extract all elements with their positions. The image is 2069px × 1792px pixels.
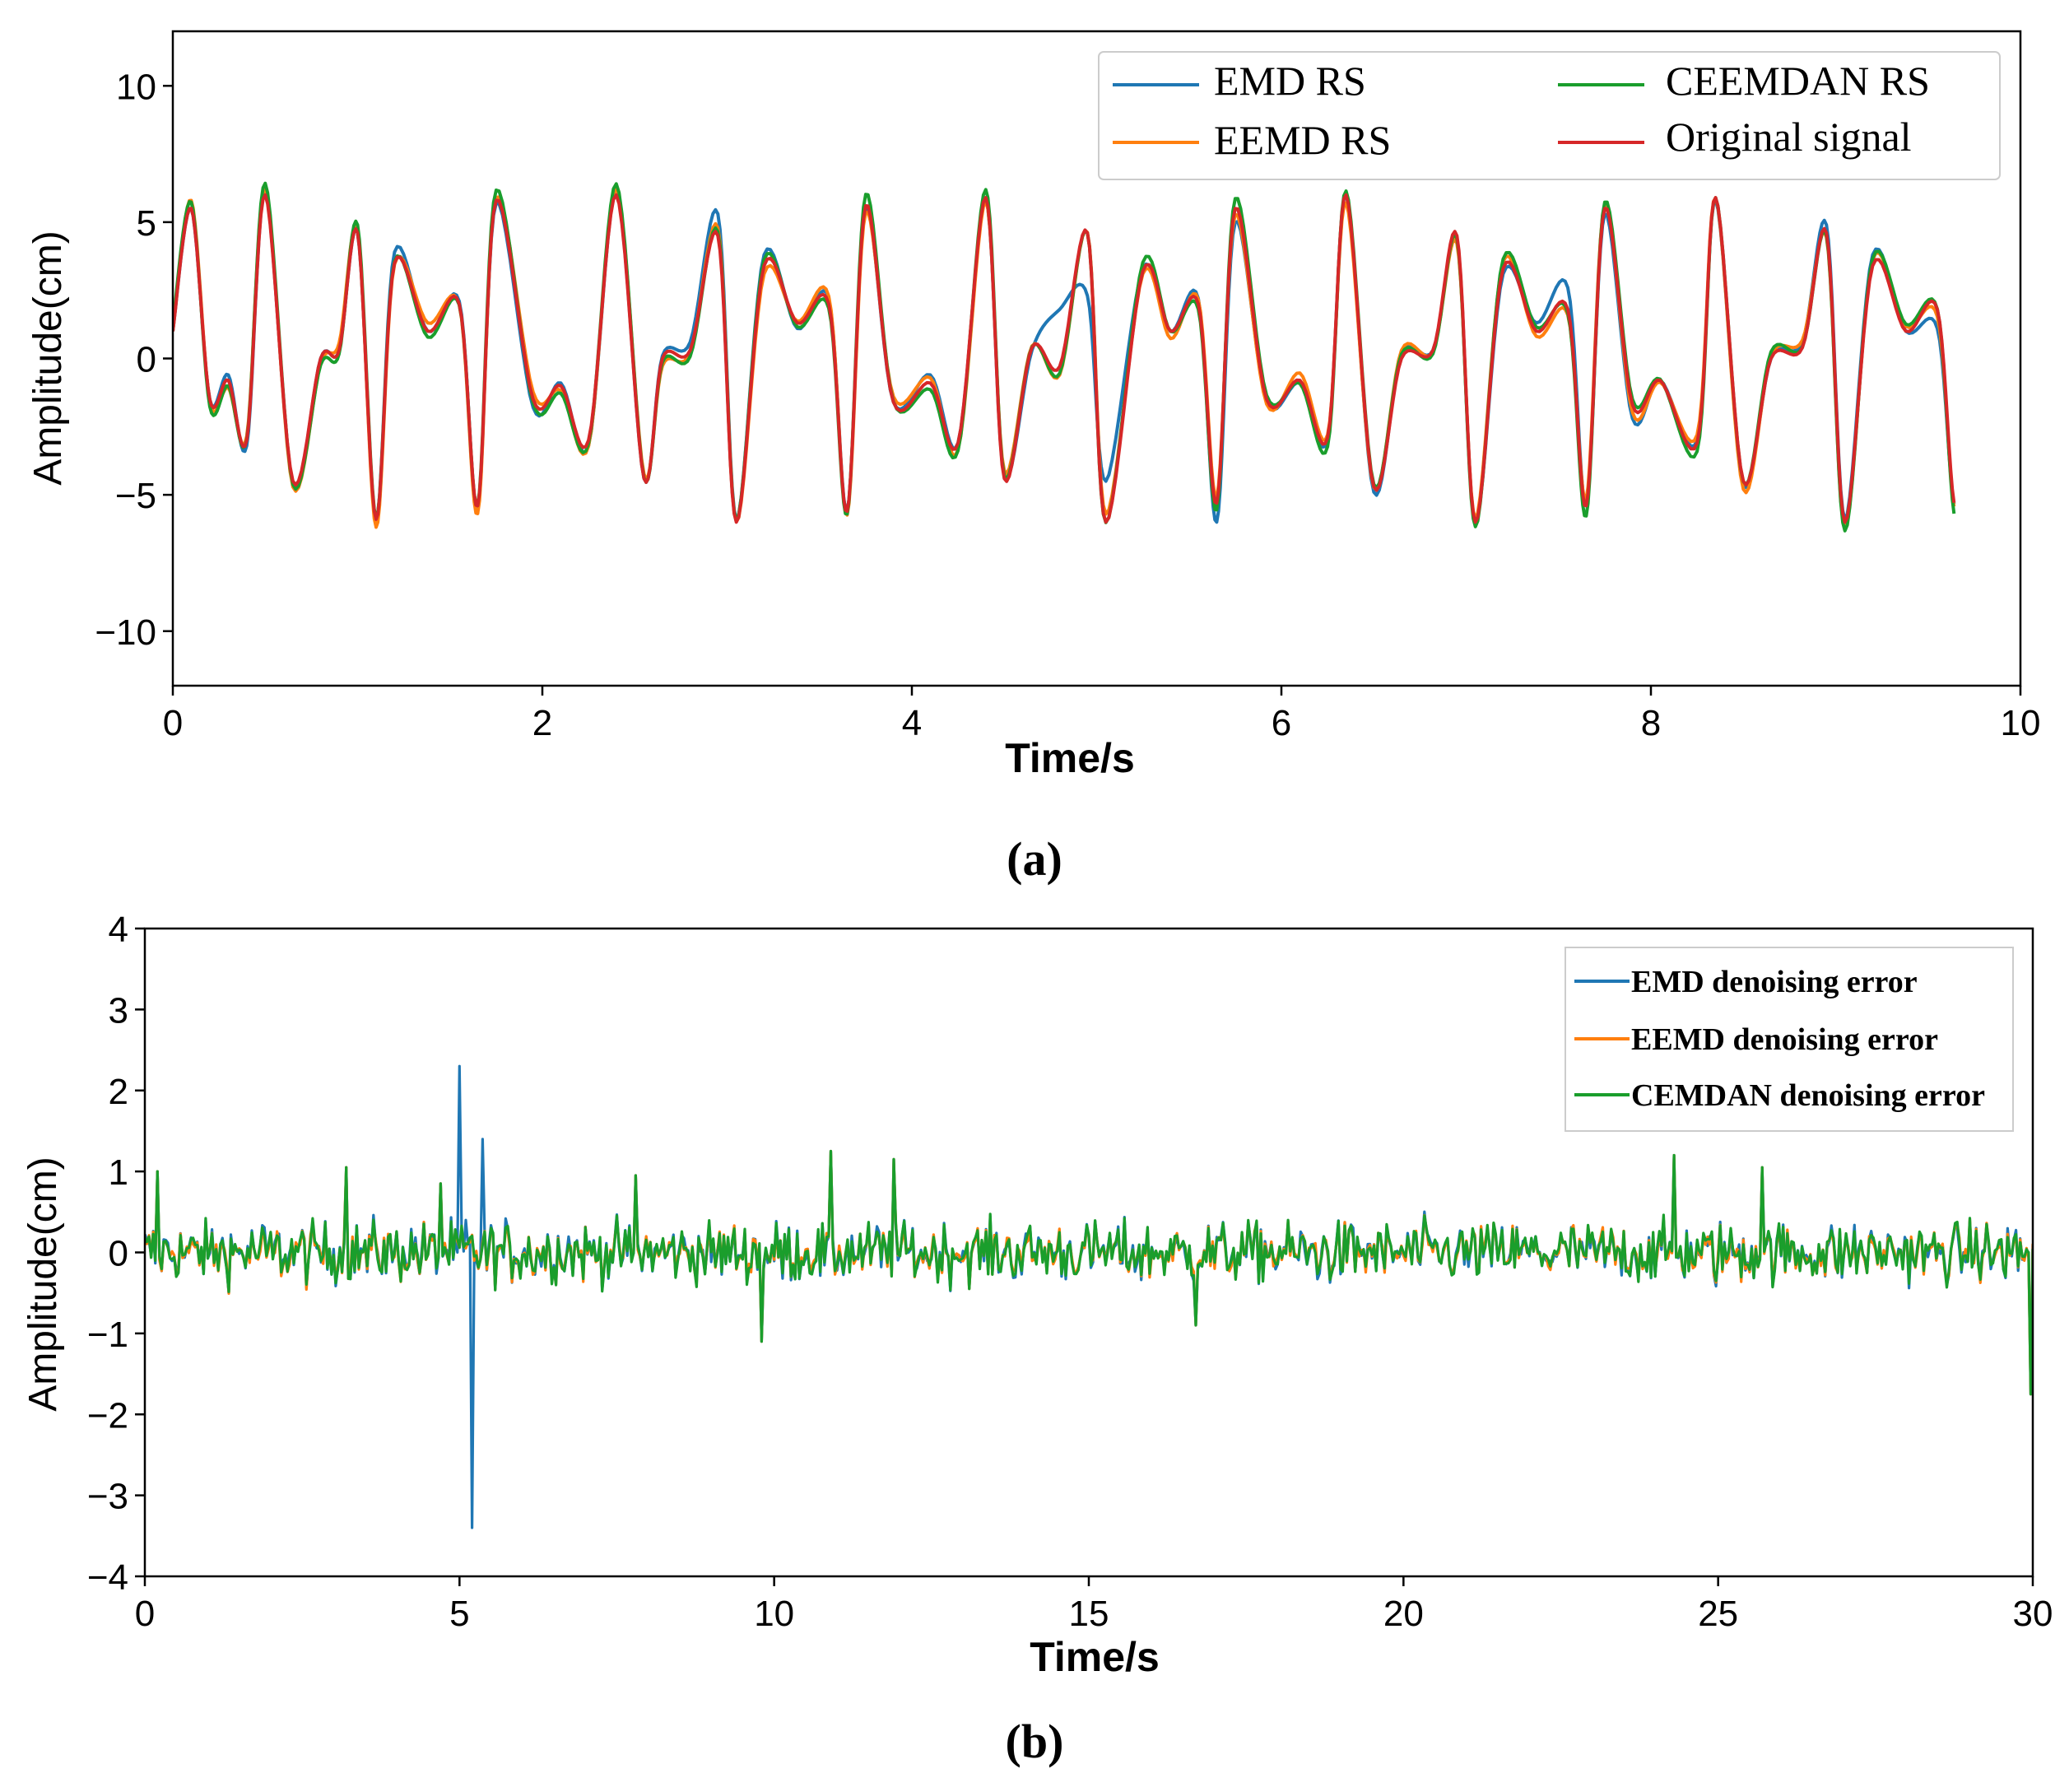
panel-b-y-tick-label: −1: [87, 1315, 128, 1355]
panel-a-y-tick-label: −10: [95, 612, 156, 653]
legend-label-emd-rs: EMD RS: [1214, 58, 1366, 104]
panel-a-y-tick-label: 5: [137, 203, 156, 244]
panel-a-x-tick-label: 4: [902, 703, 922, 743]
panel-b-y-tick-label: 1: [109, 1152, 128, 1193]
panel-a-caption: (a): [1007, 832, 1062, 886]
chart-panel-a: −10 −5 0 5 10 0 2 4 6 8 10 Time/s Amplitude(cm) E…: [26, 30, 2041, 886]
panel-b-x-tick-label: 0: [135, 1594, 155, 1634]
eemd-denoising-error-line: [145, 1149, 2033, 1396]
panel-b-y-tick-label: −3: [87, 1477, 128, 1517]
original-signal-line: [173, 193, 1956, 524]
panel-a-y-axis-label: Amplitude(cm): [26, 230, 70, 485]
panel-b-y-tick-label: 2: [109, 1072, 128, 1112]
panel-a-series-group: [173, 181, 1956, 533]
panel-b-y-tick-label: −2: [87, 1395, 128, 1436]
panel-b-y-tick-label: 3: [109, 990, 128, 1031]
legend-label-original-signal: Original signal: [1666, 114, 1912, 160]
panel-a-x-axis-label: Time/s: [1005, 735, 1135, 781]
panel-b-y-axis-label: Amplitude(cm): [21, 1157, 65, 1411]
panel-b-x-tick-label: 15: [1069, 1594, 1109, 1634]
panel-a-x-tick-label: 2: [532, 703, 552, 743]
panel-a-y-tick-label: 10: [116, 67, 156, 107]
legend-label-ceemdan-rs: CEEMDAN RS: [1666, 58, 1930, 104]
panel-b-series-group: [145, 1064, 2033, 1529]
panel-a-y-tick-label: 0: [137, 340, 156, 380]
panel-b-x-ticks: 0 5 10 15 20 25 30: [135, 1576, 2053, 1634]
panel-b-y-tick-label: 0: [109, 1234, 128, 1274]
panel-b-y-tick-label: 4: [109, 910, 128, 950]
panel-a-legend: EMD RS CEEMDAN RS EEMD RS Original signa…: [1098, 51, 2001, 180]
panel-a-x-tick-label: 10: [2001, 703, 2041, 743]
panel-a-x-tick-label: 8: [1641, 703, 1661, 743]
cemdan-denoising-error-line: [145, 1149, 2033, 1396]
panel-b-x-tick-label: 25: [1698, 1594, 1738, 1634]
legend-label-emd-denoising-error: EMD denoising error: [1631, 965, 1918, 999]
chart-panel-b: −4 −3 −2 −1 0 1 2 3 4 0 5 10 15 20 25 30 Time/s Amplit…: [21, 910, 2053, 1768]
panel-b-y-ticks: −4 −3 −2 −1 0 1 2 3 4: [87, 910, 145, 1598]
panel-b-x-tick-label: 30: [2013, 1594, 2053, 1634]
panel-b-x-tick-label: 20: [1383, 1594, 1424, 1634]
panel-b-x-axis-label: Time/s: [1030, 1634, 1160, 1680]
emd-denoising-error-line: [145, 1064, 2033, 1529]
panel-b-x-tick-label: 5: [449, 1594, 469, 1634]
legend-label-eemd-rs: EEMD RS: [1214, 117, 1391, 163]
panel-a-x-ticks: 0 2 4 6 8 10: [163, 686, 2041, 743]
panel-b-y-tick-label: −4: [87, 1557, 128, 1598]
panel-b-legend-box: [1565, 947, 2014, 1132]
panel-b-x-tick-label: 10: [754, 1594, 794, 1634]
panel-a-x-tick-label: 0: [163, 703, 183, 743]
panel-a-legend-box: [1098, 51, 2001, 180]
panel-b-legend: EMD denoising error EEMD denoising error…: [1565, 947, 2014, 1132]
legend-label-eemd-denoising-error: EEMD denoising error: [1631, 1022, 1938, 1057]
panel-b-caption: (b): [1006, 1715, 1064, 1768]
legend-label-cemdan-denoising-error: CEMDAN denoising error: [1631, 1078, 1985, 1113]
panel-a-y-ticks: −10 −5 0 5 10: [95, 67, 173, 653]
panel-a-y-tick-label: −5: [115, 476, 156, 516]
panel-a-x-tick-label: 6: [1272, 703, 1291, 743]
